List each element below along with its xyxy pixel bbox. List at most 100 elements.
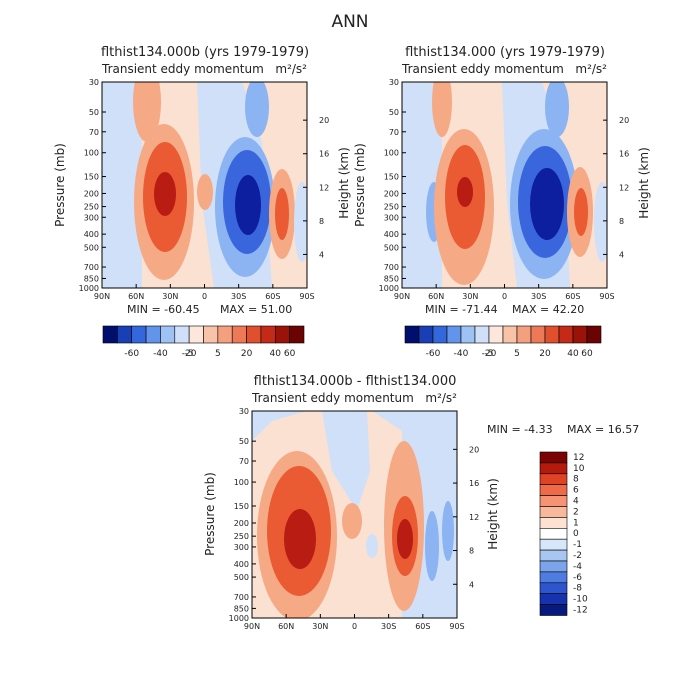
colorbar-label: -6 bbox=[573, 573, 582, 583]
colorbar-swatch bbox=[544, 325, 560, 344]
y-tick-label: 70 bbox=[89, 128, 99, 137]
colorbar-label: 40 bbox=[567, 349, 579, 359]
colorbar-swatch bbox=[217, 325, 233, 344]
y-tick-label: 70 bbox=[239, 457, 249, 466]
y-tick-label: 50 bbox=[239, 437, 249, 446]
colorbar-swatch bbox=[516, 325, 532, 344]
y-tick-label: 150 bbox=[234, 502, 249, 511]
colorbar-swatch bbox=[539, 527, 568, 540]
colorbar-label: -8 bbox=[573, 584, 582, 594]
colorbar-label: 40 bbox=[270, 349, 282, 359]
y2-tick-label: 4 bbox=[469, 580, 474, 589]
y-tick-label: 500 bbox=[384, 243, 399, 252]
panel3-subtitle: Transient eddy momentum bbox=[251, 391, 414, 405]
colorbar-swatch bbox=[404, 325, 420, 344]
panel-2: flthist134.000 (yrs 1979-1979) Transient… bbox=[353, 45, 651, 359]
panel2-ylabel: Pressure (mb) bbox=[353, 143, 367, 227]
panel1-units: m²/s² bbox=[275, 62, 307, 76]
x-tick-label: 0 bbox=[502, 292, 507, 301]
colorbar-swatch bbox=[558, 325, 574, 344]
colorbar-label: 60 bbox=[581, 349, 593, 359]
panel1-min: MIN = -60.45 bbox=[127, 303, 200, 316]
colorbar-swatch bbox=[539, 538, 568, 551]
colorbar-swatch bbox=[117, 325, 133, 344]
y-tick-label: 150 bbox=[384, 173, 399, 182]
y2-tick-label: 4 bbox=[619, 250, 624, 259]
panel1-ylabel: Pressure (mb) bbox=[53, 143, 67, 227]
y-tick-label: 850 bbox=[234, 604, 249, 613]
y-tick-label: 1000 bbox=[229, 614, 249, 623]
colorbar-swatch bbox=[530, 325, 546, 344]
x-tick-label: 60S bbox=[415, 622, 430, 631]
colorbar-swatch bbox=[418, 325, 434, 344]
y-tick-label: 700 bbox=[84, 263, 99, 272]
y-tick-label: 400 bbox=[234, 560, 249, 569]
colorbar-label: 6 bbox=[573, 486, 579, 496]
colorbar-swatch bbox=[539, 495, 568, 507]
colorbar-swatch bbox=[539, 593, 568, 605]
y-tick-label: 30 bbox=[89, 78, 99, 87]
colorbar-label: 20 bbox=[539, 349, 551, 359]
y-tick-label: 100 bbox=[234, 478, 249, 487]
y2-tick-label: 12 bbox=[469, 513, 479, 522]
colorbar-label: -4 bbox=[573, 562, 582, 572]
panel1-subtitle: Transient eddy momentum bbox=[101, 62, 264, 76]
x-tick-label: 90N bbox=[244, 622, 260, 631]
panel2-title: flthist134.000 (yrs 1979-1979) bbox=[405, 45, 605, 60]
y-tick-label: 200 bbox=[384, 189, 399, 198]
colorbar-label: 20 bbox=[241, 349, 253, 359]
y-tick-label: 30 bbox=[239, 407, 249, 416]
y-tick-label: 250 bbox=[234, 532, 249, 541]
colorbar-swatch bbox=[246, 325, 262, 344]
colorbar-swatch bbox=[289, 325, 305, 344]
colorbar-swatch bbox=[539, 582, 568, 594]
y-tick-label: 100 bbox=[384, 149, 399, 158]
colorbar-swatch bbox=[432, 325, 448, 344]
y-tick-label: 1000 bbox=[79, 284, 99, 293]
panel3-ylabel: Pressure (mb) bbox=[203, 472, 217, 556]
y-tick-label: 400 bbox=[384, 230, 399, 239]
y-tick-label: 500 bbox=[234, 573, 249, 582]
colorbar-swatch bbox=[502, 325, 518, 344]
y-tick-label: 300 bbox=[234, 543, 249, 552]
colorbar-swatch bbox=[131, 325, 147, 344]
panel2-max: MAX = 42.20 bbox=[512, 303, 584, 316]
x-tick-label: 90S bbox=[599, 292, 614, 301]
y-tick-label: 250 bbox=[384, 203, 399, 212]
x-tick-label: 90S bbox=[299, 292, 314, 301]
colorbar-swatch bbox=[539, 473, 568, 485]
y2-tick-label: 4 bbox=[319, 250, 324, 259]
y-tick-label: 700 bbox=[234, 593, 249, 602]
colorbar-swatch bbox=[203, 325, 219, 344]
y-tick-label: 50 bbox=[89, 108, 99, 117]
colorbar-label: -20 bbox=[482, 349, 497, 359]
colorbar-swatch bbox=[160, 325, 176, 344]
x-tick-label: 60S bbox=[265, 292, 280, 301]
colorbar-swatch bbox=[274, 325, 290, 344]
y2-tick-label: 20 bbox=[469, 445, 479, 454]
y-tick-label: 200 bbox=[234, 519, 249, 528]
colorbar-label: -40 bbox=[153, 349, 168, 359]
panel2-units: m²/s² bbox=[575, 62, 607, 76]
colorbar-label: 2 bbox=[573, 507, 579, 517]
x-tick-label: 90S bbox=[449, 622, 464, 631]
panel3-y2label: Height (km) bbox=[486, 478, 500, 549]
colorbar-swatch bbox=[539, 484, 568, 496]
y-tick-label: 850 bbox=[384, 274, 399, 283]
y-tick-label: 500 bbox=[84, 243, 99, 252]
y2-tick-label: 12 bbox=[319, 183, 329, 192]
colorbar-swatch bbox=[539, 506, 568, 518]
y-tick-label: 200 bbox=[84, 189, 99, 198]
colorbar-swatch bbox=[539, 462, 568, 475]
x-tick-label: 60N bbox=[428, 292, 444, 301]
colorbar-swatch bbox=[586, 325, 602, 344]
colorbar-swatch bbox=[474, 325, 490, 344]
panel-3: flthist134.000b - flthist134.000 Transie… bbox=[203, 374, 639, 631]
y-tick-label: 70 bbox=[389, 128, 399, 137]
colorbar-swatch bbox=[231, 325, 247, 344]
panel1-y2label: Height (km) bbox=[337, 147, 351, 218]
y-tick-label: 850 bbox=[84, 274, 99, 283]
colorbar-label: -40 bbox=[454, 349, 469, 359]
y-tick-label: 50 bbox=[389, 108, 399, 117]
